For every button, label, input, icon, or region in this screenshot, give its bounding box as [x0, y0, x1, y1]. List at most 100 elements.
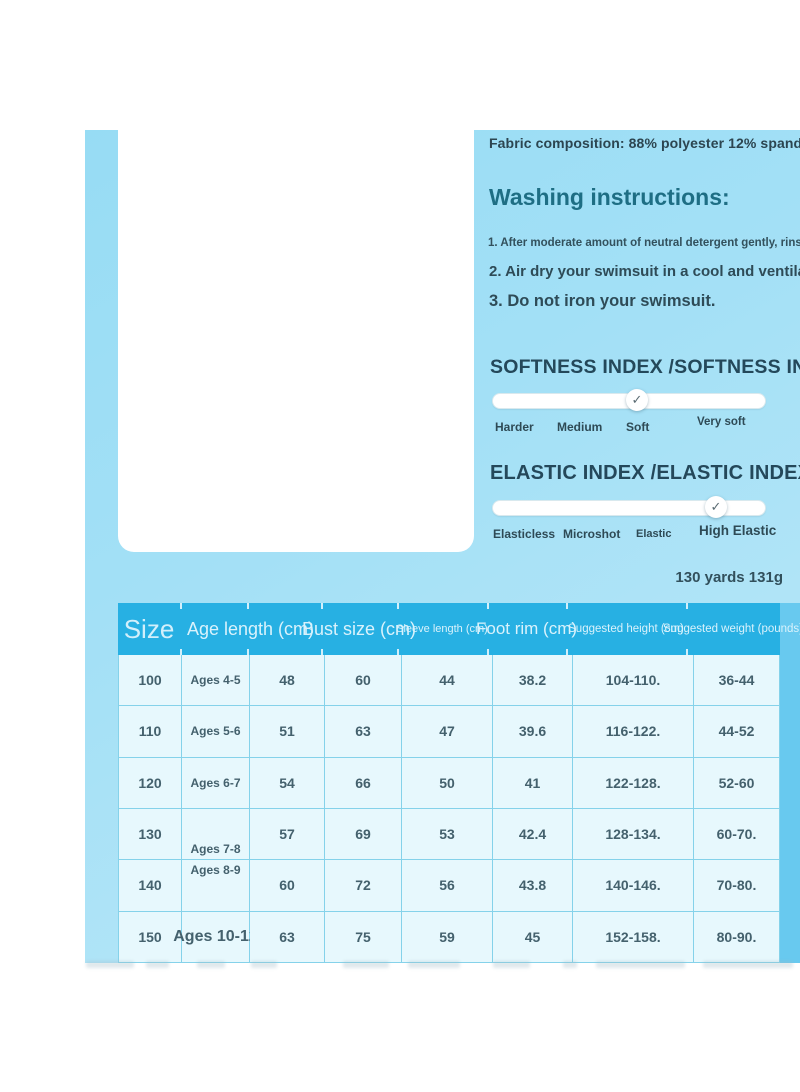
- cutoff-row-remnant: [146, 961, 169, 968]
- header-age-length: Age length (cm): [186, 618, 315, 639]
- table-cell: 47: [402, 706, 493, 758]
- elastic-level-high-elastic: High Elastic: [699, 523, 777, 538]
- table-cell: 56: [402, 860, 493, 912]
- washing-step-3: 3. Do not iron your swimsuit.: [489, 292, 716, 310]
- table-cell: 36-44: [694, 655, 780, 707]
- table-cell: 59: [402, 911, 493, 963]
- table-row: 110 Ages 5-6 51 63 47 39.6 116-122. 44-5…: [118, 706, 780, 758]
- softness-level-very-soft: Very soft: [697, 416, 746, 428]
- header-divider-tick: [686, 649, 688, 655]
- cutoff-row-remnant: [703, 961, 793, 968]
- table-cell: 41: [493, 757, 573, 809]
- cutoff-row-remnant: [596, 961, 685, 968]
- cutoff-row-remnant: [408, 961, 460, 968]
- elastic-slider-thumb: ✓: [705, 496, 727, 518]
- table-cell: 48: [250, 655, 325, 707]
- header-divider-tick: [566, 649, 568, 655]
- header-divider-tick: [247, 649, 249, 655]
- table-cell: 50: [402, 757, 493, 809]
- softness-slider-thumb: ✓: [626, 389, 648, 411]
- elastic-slider-track: [492, 500, 766, 516]
- cutoff-row-remnant: [343, 961, 389, 968]
- table-cell: 122-128.: [573, 757, 694, 809]
- check-icon: ✓: [631, 392, 643, 407]
- table-cell: 44: [402, 655, 493, 707]
- cutoff-row-remnant: [563, 961, 577, 968]
- header-divider-tick: [487, 649, 489, 655]
- panel-right-strip: [780, 603, 800, 963]
- header-divider-tick: [321, 603, 323, 609]
- elastic-level-microshot: Microshot: [563, 527, 621, 541]
- table-cell: 43.8: [493, 860, 573, 912]
- table-cell: 116-122.: [573, 706, 694, 758]
- header-sleeve-length: Sleeve length (cm): [396, 623, 488, 635]
- table-cell: 45: [493, 911, 573, 963]
- table-cell: 51: [250, 706, 325, 758]
- table-cell: 60: [325, 655, 402, 707]
- size-chart-header-row: Size Age length (cm) Bust size (cm) Slee…: [118, 603, 800, 655]
- table-cell: Ages 8-9: [182, 860, 250, 912]
- softness-level-harder: Harder: [495, 420, 534, 434]
- cutoff-row-remnant: [197, 961, 225, 968]
- table-cell: 152-158.: [573, 911, 694, 963]
- header-foot-rim: Foot rim (cm): [475, 619, 578, 638]
- fabric-composition-text: Fabric composition: 88% polyester 12% sp…: [489, 135, 800, 151]
- table-cell: 72: [325, 860, 402, 912]
- header-divider-tick: [180, 649, 182, 655]
- table-cell: Ages 7-8: [182, 808, 250, 861]
- table-cell: 75: [325, 911, 402, 963]
- table-cell: 66: [325, 757, 402, 809]
- elastic-index-heading: ELASTIC INDEX /ELASTIC INDEX: [490, 462, 800, 484]
- table-cell: 42.4: [493, 808, 573, 861]
- cutoff-row-remnant: [86, 961, 134, 968]
- table-cell: 38.2: [493, 655, 573, 707]
- header-divider-tick: [321, 649, 323, 655]
- header-divider-tick: [397, 603, 399, 609]
- table-row: 140 Ages 8-9 60 72 56 43.8 140-146. 70-8…: [118, 860, 780, 912]
- softness-level-soft: Soft: [626, 420, 650, 434]
- check-icon: ✓: [710, 499, 722, 514]
- header-divider-tick: [487, 603, 489, 609]
- table-cell: 60: [250, 860, 325, 912]
- size-chart-table: Size Age length (cm) Bust size (cm) Slee…: [118, 603, 800, 963]
- table-cell: Ages 6-7: [182, 757, 250, 809]
- table-cell: 69: [325, 808, 402, 861]
- table-cell: 120: [118, 757, 182, 809]
- table-cell: Ages 5-6: [182, 706, 250, 758]
- table-cell: 63: [250, 911, 325, 963]
- cutoff-row-remnant: [251, 961, 277, 968]
- table-cell: Ages 4-5: [182, 655, 250, 707]
- header-divider-tick: [397, 649, 399, 655]
- header-size: Size: [123, 613, 175, 644]
- table-cell: 104-110.: [573, 655, 694, 707]
- table-cell: Ages 10-12: [173, 911, 258, 963]
- table-cell: 150: [118, 911, 182, 963]
- table-row: 100 Ages 4-5 48 60 44 38.2 104-110. 36-4…: [118, 655, 780, 707]
- table-cell: 140-146.: [573, 860, 694, 912]
- cutoff-row-remnant: [493, 961, 530, 968]
- table-cell: 140: [118, 860, 182, 912]
- washing-instructions-heading: Washing instructions:: [489, 184, 730, 210]
- header-bust-size: Bust size (cm): [302, 618, 417, 639]
- product-photo-placeholder: [118, 96, 474, 552]
- header-suggested-weight: Suggested weight (pounds): [663, 623, 800, 635]
- table-cell: 130: [118, 808, 182, 861]
- header-divider-tick: [686, 603, 688, 609]
- table-cell: 53: [402, 808, 493, 861]
- table-cell: 44-52: [694, 706, 780, 758]
- table-cell: 110: [118, 706, 182, 758]
- table-cell: 63: [325, 706, 402, 758]
- size-weight-note: 130 yards 131g: [675, 569, 783, 586]
- softness-level-medium: Medium: [557, 420, 603, 434]
- washing-step-2: 2. Air dry your swimsuit in a cool and v…: [489, 263, 800, 280]
- table-row: 120 Ages 6-7 54 66 50 41 122-128. 52-60: [118, 757, 780, 809]
- table-cell: 57: [250, 808, 325, 861]
- softness-index-heading: SOFTNESS INDEX /SOFTNESS INDEX: [490, 356, 800, 378]
- table-cell: 39.6: [493, 706, 573, 758]
- header-suggested-height: Suggested height (cm): [568, 623, 684, 635]
- table-cell: 100: [118, 655, 182, 707]
- table-cell: 54: [250, 757, 325, 809]
- elastic-level-elasticless: Elasticless: [493, 527, 556, 541]
- table-cell: 80-90.: [694, 911, 780, 963]
